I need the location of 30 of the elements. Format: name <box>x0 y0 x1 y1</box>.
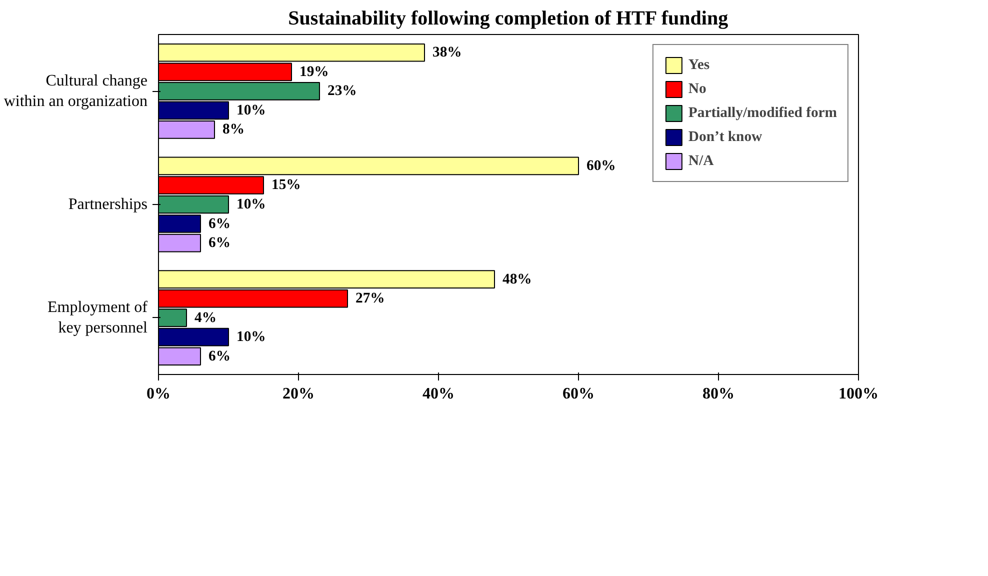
data-label: 60% <box>586 158 616 174</box>
legend-label: Yes <box>688 56 710 74</box>
data-label: 15% <box>272 177 301 194</box>
data-label: 19% <box>300 64 329 80</box>
x-tick-label: 20% <box>282 386 314 402</box>
data-label: 23% <box>328 83 357 100</box>
data-label: 4% <box>194 310 216 326</box>
data-label: 38% <box>432 44 462 61</box>
x-tick-label: 40% <box>422 386 454 402</box>
legend-label: Don’t know <box>688 128 762 146</box>
data-label: 10% <box>236 196 266 212</box>
x-tick-label: 100% <box>838 386 878 402</box>
data-label: 10% <box>236 102 266 118</box>
data-label: 6% <box>208 216 230 232</box>
x-tick-label: 60% <box>562 386 594 402</box>
data-label: 8% <box>222 122 244 138</box>
y-tick-label: Cultural change within an organization <box>4 72 148 110</box>
legend-label: Partially/modified form <box>688 104 837 122</box>
data-label: 6% <box>208 235 230 252</box>
legend-label: No <box>688 80 708 98</box>
y-tick-label: Partnerships <box>68 196 148 213</box>
data-label: 48% <box>502 271 532 288</box>
chart-title: Sustainability following completion of HTF funding <box>288 8 728 30</box>
data-label: 27% <box>356 290 385 307</box>
x-tick-label: 80% <box>702 386 734 402</box>
data-label: 6% <box>208 348 230 364</box>
x-tick-label: 0% <box>146 386 170 402</box>
data-label: 10% <box>236 329 266 346</box>
legend-label: N/A <box>688 152 714 170</box>
y-tick-label: Employment of key personnel <box>48 299 148 337</box>
